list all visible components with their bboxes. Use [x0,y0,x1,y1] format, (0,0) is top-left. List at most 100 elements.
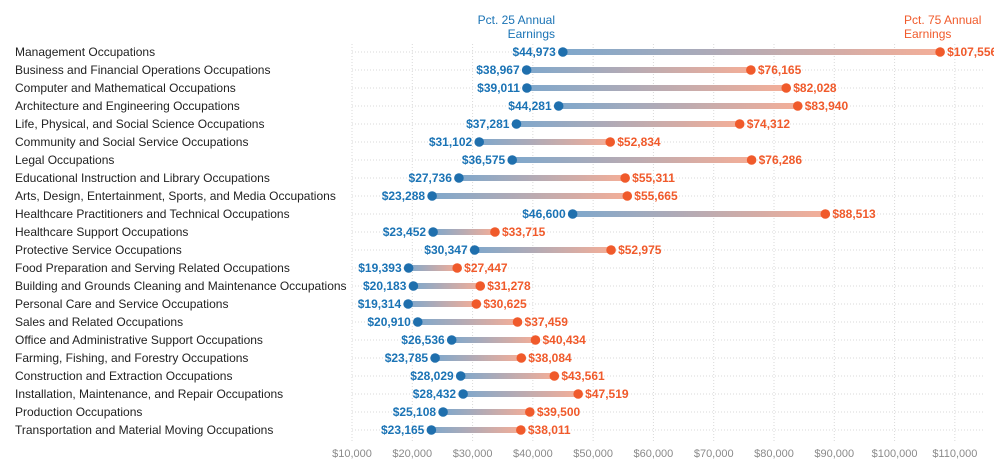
category-label: Transportation and Material Moving Occup… [15,423,273,437]
legend: Pct. 25 Annual Earnings Pct. 75 Annual E… [478,13,982,41]
high-value-label: $52,975 [618,243,662,257]
dumbbell-bar [463,391,579,397]
low-point [430,353,440,363]
dumbbell-bar [431,427,521,433]
dumbbell-bar [512,157,752,163]
category-label: Healthcare Practitioners and Technical O… [15,207,290,221]
category-label: Installation, Maintenance, and Repair Oc… [15,387,283,401]
high-value-label: $39,500 [537,405,581,419]
dumbbell-bar [516,121,740,127]
low-point [567,209,578,219]
high-value-label: $40,434 [542,333,586,347]
high-point [622,191,633,201]
dumbbell-bar [408,265,458,271]
high-value-label: $37,459 [525,315,569,329]
dumbbell-bar [479,139,611,145]
value-labels: $44,973 $107,556 $38,967 $76,165 $39,011 $82,… [358,45,994,437]
low-value-label: $20,910 [367,315,411,329]
high-point [490,227,500,237]
category-label: Office and Administrative Support Occupa… [15,333,263,347]
category-label: Legal Occupations [15,153,114,167]
category-label: Healthcare Support Occupations [15,225,188,239]
high-point [746,65,756,75]
low-point [427,191,437,201]
dumbbell-bar [458,175,626,181]
low-point [403,263,414,273]
low-value-label: $28,432 [413,387,457,401]
low-point [522,83,532,93]
category-label: Computer and Mathematical Occupations [15,81,236,95]
dumbbell-bar [435,355,522,361]
dumbbell-bar [408,301,477,307]
x-tick-label: $10,000 [332,448,372,460]
low-value-label: $26,536 [401,333,445,347]
high-value-label: $30,625 [483,297,527,311]
low-value-label: $19,314 [358,297,402,311]
high-point [605,137,616,147]
low-value-label: $25,108 [393,405,437,419]
x-tick-label: $40,000 [513,448,553,460]
dumbbell-bar [526,67,751,73]
low-point [426,425,437,435]
low-value-label: $23,785 [385,351,429,365]
high-value-label: $107,556 [947,45,994,59]
low-value-label: $39,011 [477,81,520,95]
high-point [746,155,757,165]
high-point [516,425,526,435]
high-point [530,335,541,345]
low-value-label: $30,347 [424,243,468,257]
dumbbell-bar [562,49,941,55]
category-labels: Management Occupations Business and Finan… [15,45,347,437]
x-tick-label: $110,000 [932,448,977,460]
x-axis: $10,000 $20,000 $30,000 $40,000 $50,000 $60,0… [332,448,977,460]
high-point [606,245,616,255]
high-value-label: $33,715 [502,225,546,239]
low-value-label: $23,288 [382,189,426,203]
high-point [792,101,803,111]
low-value-label: $37,281 [466,117,510,131]
category-label: Business and Financial Operations Occupa… [15,63,270,77]
category-label: Personal Care and Service Occupations [15,297,228,311]
high-value-label: $52,834 [617,135,661,149]
low-point [553,101,564,111]
high-value-label: $55,665 [634,189,678,203]
high-point [452,263,462,273]
high-point [781,83,792,93]
high-value-label: $83,940 [805,99,849,113]
high-point [935,47,945,57]
low-point [458,389,468,399]
low-point [412,317,423,327]
category-label: Arts, Design, Entertainment, Sports, and… [15,189,336,203]
high-point [549,371,560,381]
dumbbell-bar [432,193,628,199]
dumbbell-bar [413,283,481,289]
high-point [820,209,831,219]
low-point [474,137,485,147]
low-value-label: $38,967 [476,63,520,77]
category-label: Community and Social Service Occupations [15,135,248,149]
high-point [525,407,535,417]
dumbbell-bar [558,103,798,109]
low-value-label: $23,165 [381,423,425,437]
low-value-label: $23,452 [383,225,427,239]
low-point [558,47,568,57]
low-point [454,173,464,183]
low-value-label: $44,973 [512,45,556,59]
high-point [512,317,523,327]
legend-high-line2: Earnings [904,27,951,41]
low-point [428,227,438,237]
category-label: Food Preparation and Serving Related Occ… [15,261,290,275]
legend-high-line1: Pct. 75 Annual [904,13,981,27]
low-point [446,335,457,345]
high-point [573,389,583,399]
category-label: Farming, Fishing, and Forestry Occupatio… [15,351,248,365]
dumbbell-bar [572,211,826,217]
category-label: Educational Instruction and Library Occu… [15,171,270,185]
low-point [521,65,532,75]
x-tick-label: $20,000 [392,448,432,460]
high-point [620,173,630,183]
dumbbell-bar [460,373,555,379]
high-value-label: $43,561 [561,369,605,383]
high-point [471,299,482,309]
dumbbell-bar [433,229,495,235]
